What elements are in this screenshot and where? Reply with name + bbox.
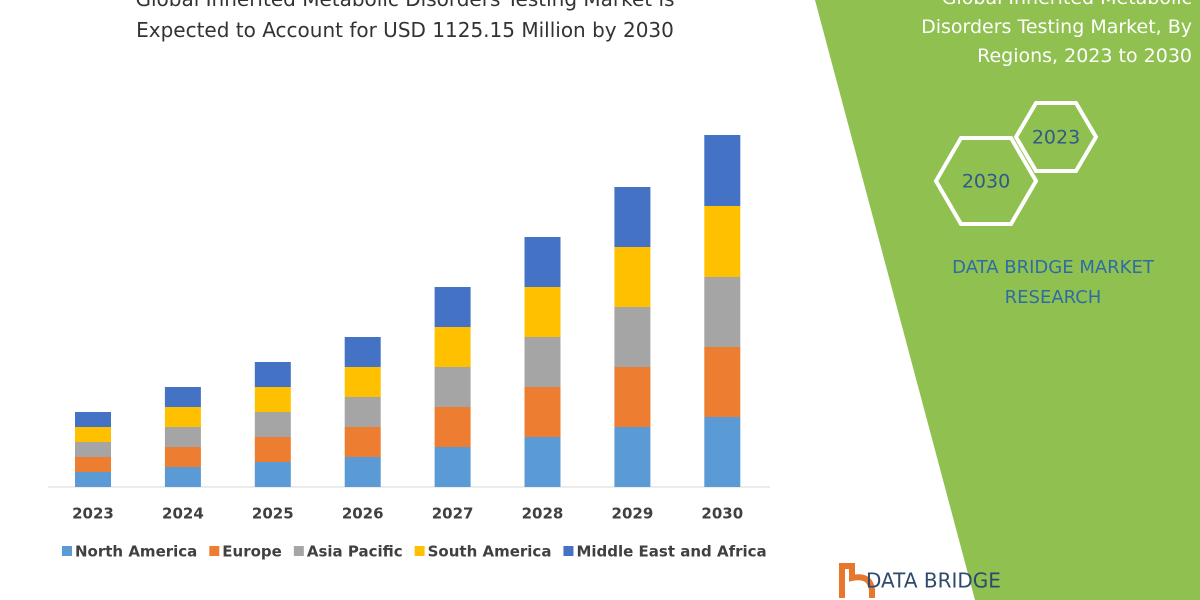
hexagon-label: 2030	[962, 171, 1010, 193]
legend-swatch	[563, 546, 574, 556]
logo-icon	[839, 563, 875, 598]
bar-segment	[164, 387, 201, 407]
bar-segment	[614, 187, 651, 247]
bar-segment	[254, 462, 291, 487]
bar-segment	[614, 307, 651, 367]
bar-segment	[434, 287, 471, 327]
legend-label: Europe	[222, 543, 282, 561]
bar-segment	[704, 417, 741, 487]
bar-segment	[254, 412, 291, 437]
bar-segment	[434, 447, 471, 487]
logo-text: DATA BRIDGE	[866, 569, 1001, 593]
bar-segment	[704, 277, 741, 347]
x-tick-label: 2024	[162, 505, 204, 523]
bar-segment	[614, 427, 651, 487]
bar-segment	[614, 247, 651, 307]
bar-segment	[75, 472, 111, 487]
bar-segment	[344, 337, 381, 367]
panel-title: Global Inherited Metabolic Disorders Tes…	[921, 0, 1192, 67]
bar-segment	[434, 407, 471, 447]
legend-label: Middle East and Africa	[576, 543, 766, 561]
hexagon	[933, 136, 1039, 226]
x-tick-label: 2027	[432, 505, 474, 523]
legend-swatch	[62, 546, 72, 556]
legend-label: Asia Pacific	[307, 543, 403, 561]
bar-segment	[164, 467, 201, 487]
bar-segment	[614, 367, 651, 427]
bar-segment	[524, 287, 561, 337]
bar-segment	[524, 237, 561, 287]
bar-segment	[704, 347, 741, 417]
legend-swatch	[293, 546, 304, 556]
bar-segment	[75, 457, 111, 472]
bar-segment	[164, 427, 201, 447]
bar-segment	[75, 412, 111, 427]
hexagon-label: 2023	[1032, 127, 1080, 149]
bar-segment	[524, 387, 561, 437]
hexagon	[1013, 101, 1099, 173]
chart-title: Global Inherited Metabolic Disorders Tes…	[136, 0, 675, 42]
bar-segment	[434, 367, 471, 407]
x-tick-label: 2028	[522, 505, 564, 523]
x-tick-label: 2023	[72, 505, 114, 523]
brand: DATA BRIDGE MARKET RESEARCH	[952, 257, 1154, 308]
x-tick-label: 2029	[612, 505, 654, 523]
bar-segment	[164, 407, 201, 427]
bar-segment	[164, 447, 201, 467]
bar-segment	[524, 337, 561, 387]
bar-segment	[344, 457, 381, 487]
bar-segment	[344, 397, 381, 427]
bar-segment	[434, 327, 471, 367]
bar-segment	[254, 362, 291, 387]
bar-segment	[254, 437, 291, 462]
legend-label: South America	[428, 543, 552, 561]
x-tick-label: 2030	[701, 505, 743, 523]
legend-swatch	[414, 546, 425, 556]
x-tick-label: 2026	[342, 505, 384, 523]
bar-segment	[524, 437, 561, 487]
bar-segment	[704, 206, 741, 277]
bar-segment	[254, 387, 291, 412]
bar-segment	[344, 367, 381, 397]
x-tick-label: 2025	[252, 505, 294, 523]
bar-segment	[704, 135, 741, 206]
legend-swatch	[209, 546, 220, 556]
bar-segment	[344, 427, 381, 457]
bar-segment	[75, 442, 111, 457]
legend-label: North America	[75, 543, 197, 561]
green-panel	[815, 0, 1200, 600]
bar-segment	[75, 427, 111, 442]
